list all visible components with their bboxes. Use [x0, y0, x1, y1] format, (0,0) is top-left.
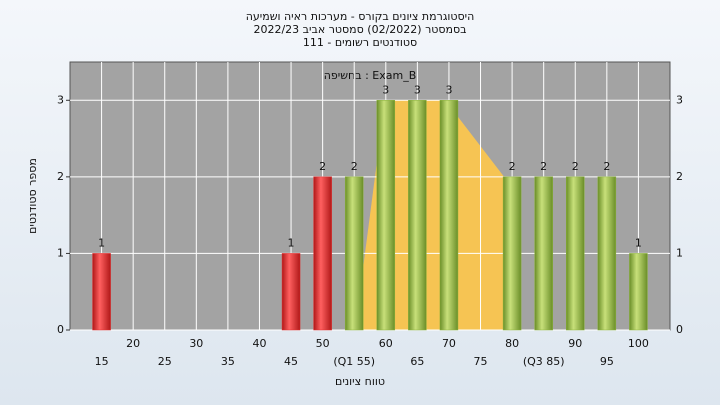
bar: [313, 176, 332, 331]
value-label: 3: [414, 83, 421, 96]
bar: [597, 176, 617, 331]
x-tick-label: 40: [252, 337, 266, 350]
x-tick-label: 20: [126, 337, 140, 350]
x-tick-label: 65: [410, 355, 424, 368]
bar: [534, 176, 553, 331]
bar: [629, 253, 648, 331]
y-tick-label: 3: [57, 93, 64, 106]
value-label: 2: [572, 160, 579, 173]
value-label: 1: [635, 236, 642, 249]
chart-title: היסטוגרמת ציונים בקורס - מערכות ראיה ושמ…: [246, 10, 475, 23]
x-tick-label: 60: [379, 337, 393, 350]
chart-subtitle: בסמסטר (02/2022) סמסטר אביב 2022/23: [253, 23, 466, 36]
x-tick-label: 100: [628, 337, 649, 350]
bar: [502, 176, 522, 331]
y-axis-label: מספר סטודנטים: [26, 158, 39, 234]
x-tick-label: 15: [95, 355, 109, 368]
bar: [566, 176, 585, 331]
annotation: בחשיפה : Exam_B: [324, 69, 417, 82]
value-label: 2: [603, 160, 610, 173]
y-tick-label: 1: [57, 246, 64, 259]
chart-subtitle: סטודנטים רשומים - 111: [303, 36, 417, 49]
value-label: 3: [382, 83, 389, 96]
value-label: 2: [319, 160, 326, 173]
y-tick-label: 3: [676, 93, 683, 106]
x-tick-label: (Q1 55): [333, 355, 375, 368]
x-tick-label: 45: [284, 355, 298, 368]
x-tick-label: 70: [442, 337, 456, 350]
bar: [281, 253, 301, 331]
x-tick-label: 80: [505, 337, 519, 350]
x-tick-label: 75: [474, 355, 488, 368]
x-tick-label: 35: [221, 355, 235, 368]
value-label: 2: [351, 160, 358, 173]
bar: [344, 176, 364, 331]
value-label: 2: [540, 160, 547, 173]
bar: [92, 253, 111, 331]
y-tick-label: 0: [57, 323, 64, 336]
bar: [376, 100, 396, 331]
y-tick-label: 2: [676, 170, 683, 183]
y-tick-label: 0: [676, 323, 683, 336]
x-tick-label: 90: [568, 337, 582, 350]
y-tick-label: 1: [676, 246, 683, 259]
x-tick-label: (Q3 85): [523, 355, 565, 368]
value-label: 3: [445, 83, 452, 96]
value-label: 1: [98, 236, 105, 249]
value-label: 1: [288, 236, 295, 249]
x-tick-label: 50: [316, 337, 330, 350]
x-axis-label: טווח ציונים: [335, 375, 385, 388]
y-tick-label: 2: [57, 170, 64, 183]
x-tick-label: 25: [158, 355, 172, 368]
bar: [439, 100, 459, 331]
x-tick-label: 30: [189, 337, 203, 350]
bar: [408, 100, 427, 331]
value-label: 2: [509, 160, 516, 173]
x-tick-label: 95: [600, 355, 614, 368]
